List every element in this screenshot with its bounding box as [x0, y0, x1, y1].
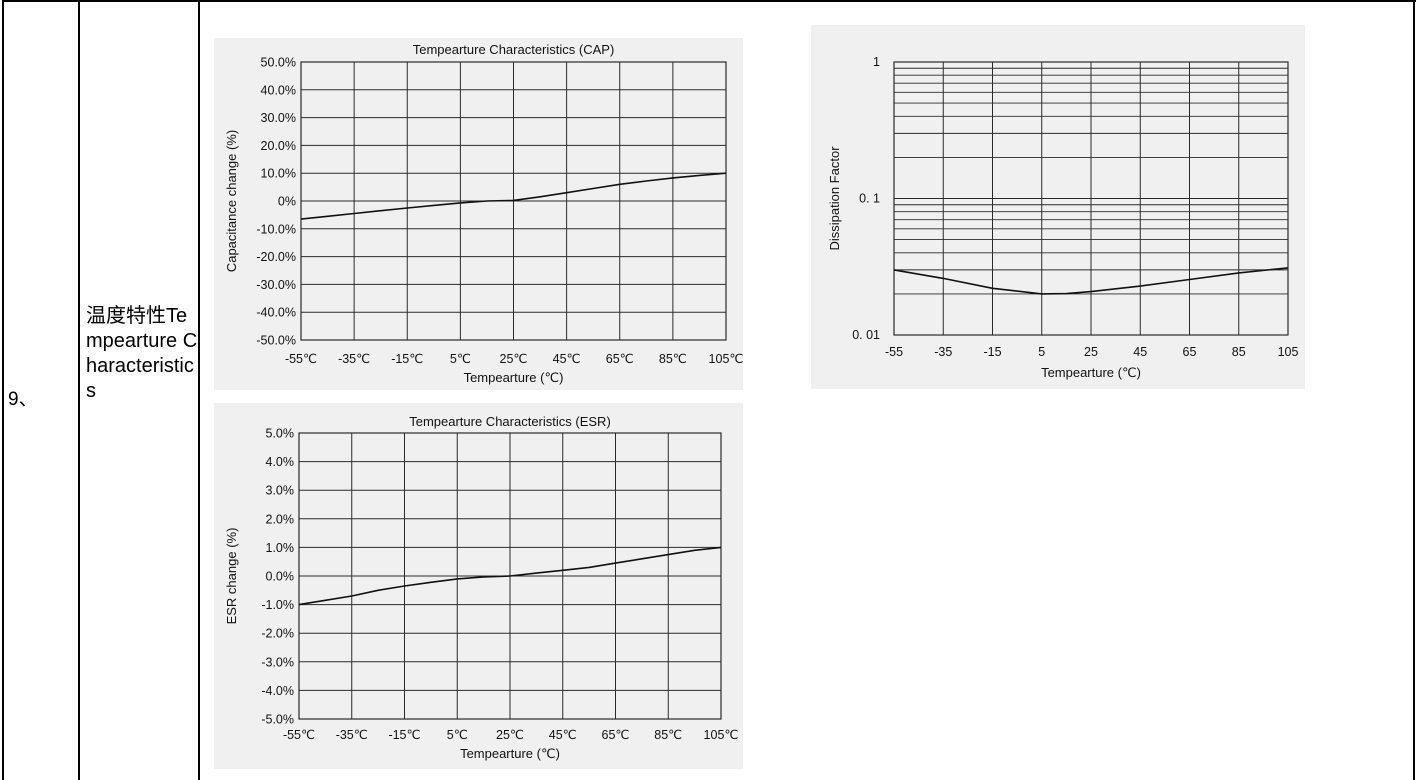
esr-x-tick-label: 5℃ — [447, 728, 468, 742]
row-label: 温度特性Tempearture Characteristics — [86, 303, 201, 404]
df-y-axis-label: Dissipation Factor — [827, 146, 842, 251]
capacitance-chart-panel: 50.0% 40.0% 30.0% 20.0% 10.0% 0% -10.0% -20.0% -… — [214, 38, 743, 390]
dissipation-factor-chart: 1 0. 1 0. 01 -55 -35 -15 5 25 45 65 85 105 Tempeartu… — [827, 55, 1299, 380]
esr-y-tick-label: 5.0% — [266, 427, 295, 441]
df-x-tick-label: -15 — [983, 345, 1001, 359]
esr-y-tick-label: 2.0% — [266, 512, 295, 526]
dissipation-factor-chart-panel: 1 0. 1 0. 01 -55 -35 -15 5 25 45 65 85 105 Tempeartu… — [811, 25, 1305, 389]
df-x-tick-label: 85 — [1232, 345, 1246, 359]
esr-series-line — [298, 546, 722, 606]
df-x-tick-label: 45 — [1133, 345, 1147, 359]
esr-y-tick-label: -5.0% — [261, 713, 294, 727]
cap-plot-frame — [300, 61, 727, 341]
table-right-border — [1413, 0, 1415, 780]
df-y-tick-label: 1 — [873, 55, 880, 69]
cap-x-axis-label: Tempearture (℃) — [464, 370, 564, 385]
cap-x-tick-label: 105℃ — [709, 352, 743, 366]
cap-x-tick-label: 45℃ — [553, 352, 581, 366]
cap-chart-title: Tempearture Characteristics (CAP) — [413, 42, 615, 57]
esr-x-axis-label: Tempearture (℃) — [460, 746, 560, 761]
row-label-chinese: 温度特性 — [86, 303, 166, 327]
df-x-tick-label: 65 — [1183, 345, 1197, 359]
cap-y-axis-label: Capacitance change (%) — [224, 130, 239, 272]
df-x-tick-label: 105 — [1278, 345, 1299, 359]
esr-plot-frame — [298, 432, 722, 720]
esr-x-tick-label: 65℃ — [602, 728, 630, 742]
esr-y-tick-label: 1.0% — [266, 541, 295, 555]
table-left-border — [2, 0, 4, 780]
esr-y-tick-label: -1.0% — [261, 598, 294, 612]
df-y-tick-label: 0. 1 — [859, 192, 880, 206]
df-series-line — [893, 267, 1289, 295]
esr-x-tick-label: -55℃ — [283, 728, 315, 742]
df-x-tick-label: -35 — [934, 345, 952, 359]
esr-chart-panel: 5.0% 4.0% 3.0% 2.0% 1.0% 0.0% -1.0% -2.0% -3.0% -… — [214, 403, 743, 769]
df-plot-frame — [893, 61, 1289, 336]
df-x-axis-label: Tempearture (℃) — [1041, 365, 1141, 380]
esr-y-tick-label: 0.0% — [266, 570, 295, 584]
table-top-border — [4, 0, 1416, 2]
cap-y-tick-label: 40.0% — [261, 83, 296, 97]
cap-series-line — [300, 172, 727, 220]
df-x-tick-label: 5 — [1038, 345, 1045, 359]
cap-x-tick-label: 85℃ — [659, 352, 687, 366]
esr-y-axis-label: ESR change (%) — [224, 528, 239, 625]
cap-y-tick-label: -20.0% — [256, 250, 296, 264]
cap-x-tick-label: 5℃ — [450, 352, 471, 366]
cap-y-tick-label: 20.0% — [261, 139, 296, 153]
df-x-tick-label: -55 — [885, 345, 903, 359]
cap-x-tick-label: 25℃ — [500, 352, 528, 366]
cap-x-tick-label: 65℃ — [606, 352, 634, 366]
table-column-divider-2 — [198, 0, 200, 780]
cap-y-tick-label: 0% — [278, 195, 296, 209]
esr-chart: 5.0% 4.0% 3.0% 2.0% 1.0% 0.0% -1.0% -2.0% -3.0% -… — [224, 414, 739, 761]
esr-x-tick-label: -35℃ — [336, 728, 368, 742]
cap-y-tick-label: -50.0% — [256, 334, 296, 348]
esr-x-tick-label: -15℃ — [388, 728, 420, 742]
cap-x-tick-label: -55℃ — [285, 352, 317, 366]
esr-y-tick-label: -4.0% — [261, 684, 294, 698]
cap-y-tick-label: -40.0% — [256, 306, 296, 320]
cap-y-tick-label: 30.0% — [261, 111, 296, 125]
esr-y-tick-label: 3.0% — [266, 484, 295, 498]
cap-x-tick-label: -15℃ — [391, 352, 423, 366]
esr-x-tick-label: 105℃ — [704, 728, 739, 742]
table-column-divider-1 — [78, 0, 80, 780]
cap-y-tick-label: 10.0% — [261, 167, 296, 181]
esr-x-tick-label: 45℃ — [549, 728, 577, 742]
df-x-tick-label: 25 — [1084, 345, 1098, 359]
capacitance-chart: 50.0% 40.0% 30.0% 20.0% 10.0% 0% -10.0% -20.0% -… — [224, 42, 743, 385]
esr-y-tick-label: 4.0% — [266, 455, 295, 469]
esr-y-tick-label: -2.0% — [261, 627, 294, 641]
esr-x-tick-label: 25℃ — [496, 728, 524, 742]
esr-y-tick-label: -3.0% — [261, 655, 294, 669]
esr-chart-title: Tempearture Characteristics (ESR) — [409, 414, 611, 429]
cap-y-tick-label: -30.0% — [256, 278, 296, 292]
cap-y-tick-label: -10.0% — [256, 222, 296, 236]
cap-y-tick-label: 50.0% — [261, 56, 296, 70]
row-label-english: Tempearture Characteristics — [86, 305, 198, 402]
cap-x-tick-label: -35℃ — [338, 352, 370, 366]
esr-x-tick-label: 85℃ — [654, 728, 682, 742]
df-y-tick-label: 0. 01 — [852, 328, 880, 342]
row-number: 9、 — [8, 389, 38, 410]
